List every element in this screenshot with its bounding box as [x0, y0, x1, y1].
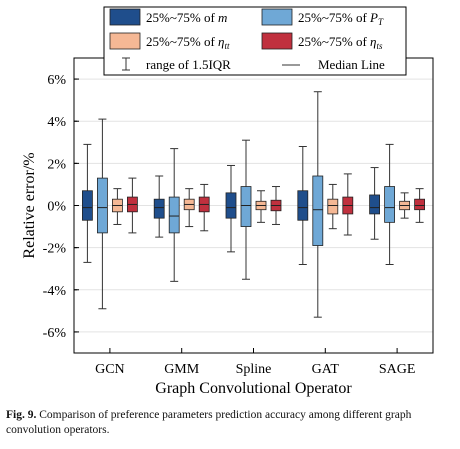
legend-swatch-eta_tt	[109, 32, 141, 50]
box-PT	[312, 91, 324, 318]
x-axis-label: Graph Convolutional Operator	[155, 380, 352, 397]
box-eta_ts	[342, 173, 354, 236]
box-eta_tt	[327, 183, 339, 230]
y-tick-label: 0%	[47, 200, 66, 215]
y-tick-label: 6%	[47, 73, 66, 88]
y-tick-label: -6%	[43, 326, 67, 341]
box-PT	[168, 148, 180, 282]
legend-swatch-PT	[261, 8, 293, 26]
caption-text: Comparison of preference parameters pred…	[6, 409, 412, 436]
legend-label-m: 25%~75% of m	[146, 10, 227, 25]
box-m	[369, 167, 381, 240]
y-axis-label: Relative error/%	[21, 152, 38, 258]
legend-label-eta_tt: 25%~75% of ηtt	[146, 34, 230, 51]
legend-swatch-eta_ts	[261, 32, 293, 50]
box-iqr	[225, 192, 237, 219]
box-eta_tt	[183, 188, 195, 228]
box-PT	[240, 139, 252, 280]
box-eta_ts	[270, 186, 282, 225]
box-iqr	[168, 196, 180, 234]
y-tick-label: 4%	[47, 115, 66, 130]
x-tick-label: GCN	[95, 362, 125, 377]
legend: 25%~75% of m 25%~75% of PT 25%~75% of ηtt 2…	[103, 6, 407, 76]
boxplot-chart: -6% -4% -2% 0% 2% 4% 6% GCN GMM Spline GAT SAGE 25%…	[21, 6, 434, 397]
box-iqr	[97, 177, 108, 234]
y-tick-label: -2%	[43, 242, 67, 257]
legend-label-PT: 25%~75% of PT	[298, 10, 384, 27]
y-tick-label: -4%	[43, 284, 67, 299]
box-eta_tt	[399, 192, 411, 219]
legend-median-label: Median Line	[318, 57, 385, 72]
x-tick-label: SAGE	[379, 362, 416, 377]
axis-ticks: -6% -4% -2% 0% 2% 4% 6% GCN GMM Spline GAT SAGE	[43, 73, 416, 377]
x-tick-label: Spline	[236, 362, 272, 377]
box-eta_ts	[198, 183, 210, 232]
box-m	[297, 146, 309, 265]
box-PT	[97, 118, 108, 310]
box-m	[82, 143, 93, 263]
figure-caption: Fig. 9. Comparison of preference paramet…	[6, 408, 454, 438]
box-iqr	[297, 190, 309, 221]
box-iqr	[153, 198, 165, 219]
box-eta_ts	[127, 177, 138, 234]
box-iqr	[414, 198, 426, 211]
legend-label-eta_ts: 25%~75% of ηts	[298, 34, 383, 51]
y-tick-label: 2%	[47, 157, 66, 172]
box-iqr	[327, 198, 339, 215]
caption-label: Fig. 9.	[6, 409, 37, 421]
box-m	[225, 164, 237, 253]
legend-whisker-label: range of 1.5IQR	[146, 57, 231, 72]
legend-swatch-m	[109, 8, 141, 26]
box-iqr	[384, 186, 396, 223]
x-tick-label: GMM	[164, 362, 200, 377]
box-eta_ts	[414, 188, 426, 223]
box-eta_tt	[112, 188, 123, 225]
box-iqr	[312, 175, 324, 246]
box-eta_tt	[255, 190, 267, 223]
x-tick-label: GAT	[312, 362, 340, 377]
legend-box	[103, 6, 407, 76]
box-iqr	[82, 190, 93, 221]
box-iqr	[369, 194, 381, 215]
box-PT	[384, 143, 396, 265]
box-iqr	[240, 186, 252, 227]
box-m	[153, 175, 165, 238]
boxes	[82, 91, 426, 318]
